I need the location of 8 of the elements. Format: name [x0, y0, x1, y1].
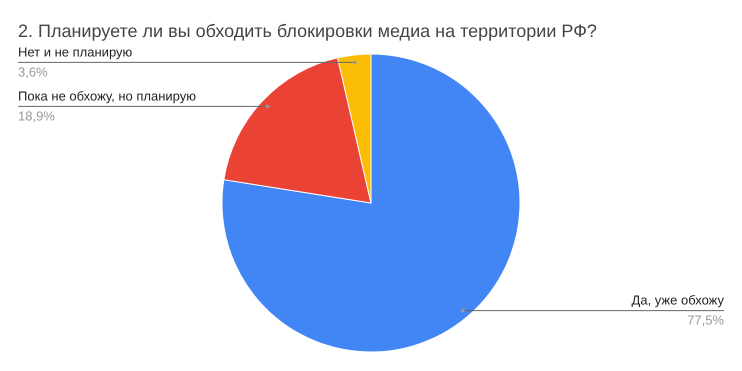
data-label: 3,6%: [18, 64, 48, 80]
pie-slice: [222, 54, 520, 352]
data-label: 77,5%: [687, 312, 724, 328]
data-label: 18,9%: [18, 108, 56, 124]
chart-title: 2. Планируете ли вы обходить блокировки медиа на территории РФ?: [18, 21, 597, 41]
slice-label: Да, уже обхожу: [632, 292, 724, 308]
slice-label: Пока не обхожу, но планирую: [18, 88, 196, 104]
slice-label: Нет и не планирую: [18, 44, 133, 60]
